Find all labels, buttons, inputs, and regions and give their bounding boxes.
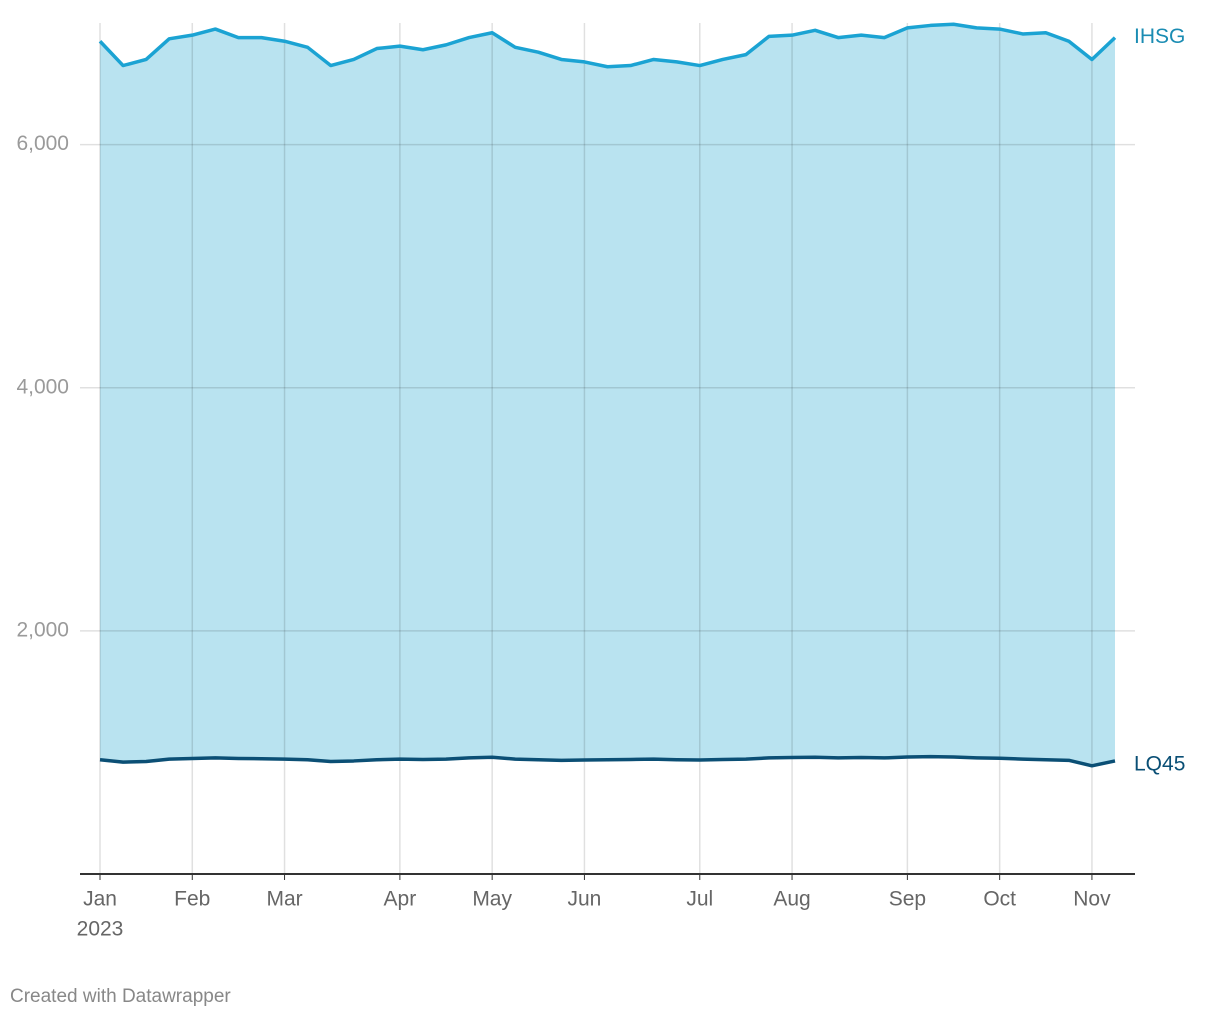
x-tick-label: Jun xyxy=(568,888,602,911)
series-line xyxy=(98,22,1117,69)
series-line xyxy=(99,754,1116,768)
x-year-label: 2023 xyxy=(77,918,124,941)
x-tick-label: Jan xyxy=(83,888,117,911)
y-tick-label: 6,000 xyxy=(16,132,69,155)
x-tick-label: Feb xyxy=(174,888,210,911)
x-tick-label: Jul xyxy=(686,888,713,911)
x-tick-label: Mar xyxy=(266,888,302,911)
area-fill xyxy=(100,24,1115,766)
x-tick-label: Oct xyxy=(983,888,1016,911)
x-tick-label: Aug xyxy=(773,888,810,911)
y-tick-label: 2,000 xyxy=(16,618,69,641)
y-tick-label: 4,000 xyxy=(16,375,69,398)
x-tick-label: Apr xyxy=(384,888,417,911)
series-label: LQ45 xyxy=(1134,752,1185,775)
footer: Created with Datawrapper xyxy=(10,986,231,1007)
x-tick-label: Sep xyxy=(889,888,926,911)
x-tick-label: Nov xyxy=(1073,888,1111,911)
series-label: IHSG xyxy=(1134,25,1185,48)
x-tick-label: May xyxy=(472,888,512,911)
